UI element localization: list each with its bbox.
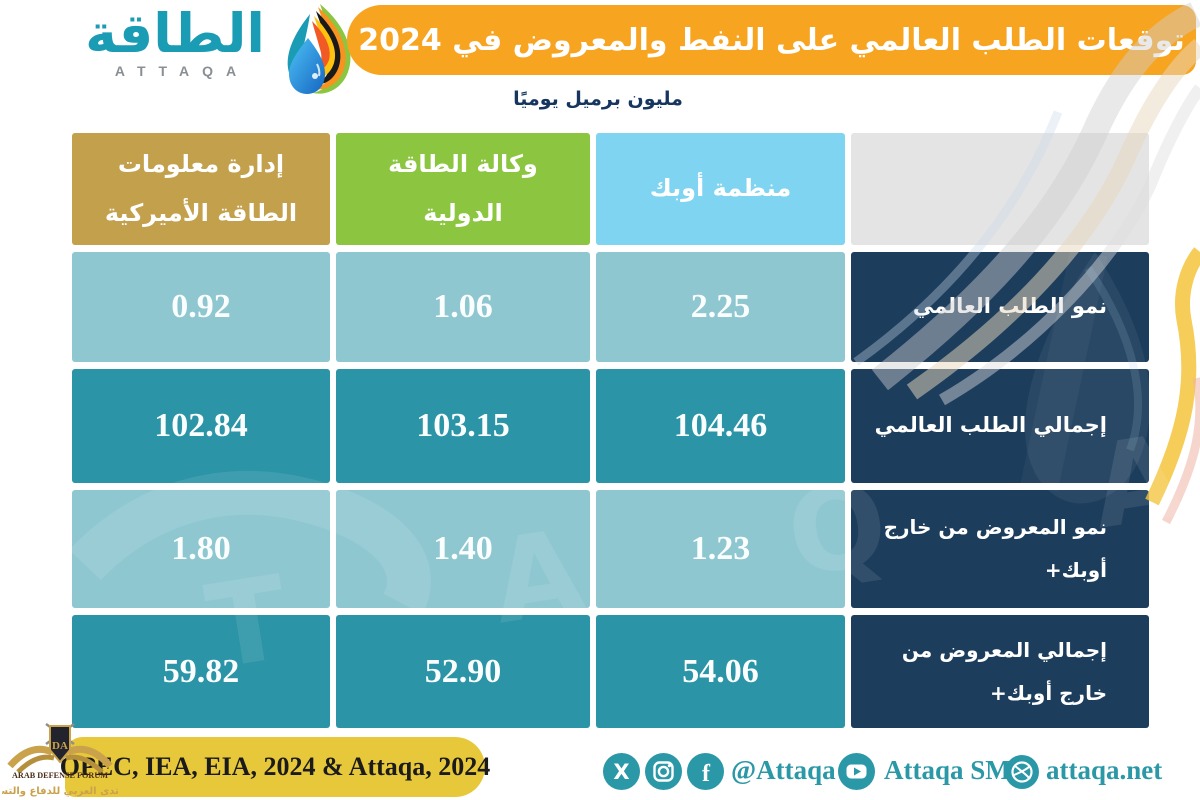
attaqa-flame-icon bbox=[287, 4, 351, 94]
social-handle-label[interactable]: @Attaqa bbox=[731, 755, 836, 785]
row-label-total-demand: إجمالي الطلب العالمي bbox=[851, 369, 1149, 483]
table-cell-opec-demand-growth: 2.25 bbox=[596, 252, 845, 362]
table-cell-opec-total-demand: 104.46 bbox=[596, 369, 845, 483]
column-header-opec: منظمة أوبك bbox=[596, 133, 845, 245]
svg-text:X: X bbox=[613, 760, 629, 784]
table-cell-eia-total-demand: 102.84 bbox=[72, 369, 330, 483]
globe-website-icon[interactable] bbox=[1005, 755, 1039, 789]
column-header-empty bbox=[851, 133, 1149, 245]
x-twitter-icon[interactable]: X bbox=[603, 753, 640, 790]
row-label-supply-growth: نمو المعروض من خارج أوبك+ bbox=[851, 490, 1149, 608]
page-title: توقعات الطلب العالمي على النفط والمعروض … bbox=[358, 22, 1185, 58]
svg-text:المنتدى العربي للدفاع والتسليح: المنتدى العربي للدفاع والتسليح bbox=[2, 786, 118, 797]
attaqa-logo-latin: ATTAQA bbox=[114, 63, 250, 79]
table-cell-opec-total-supply: 54.06 bbox=[596, 615, 845, 728]
table-cell-eia-total-supply: 59.82 bbox=[72, 615, 330, 728]
table-cell-iea-total-supply: 52.90 bbox=[336, 615, 590, 728]
row-label-total-supply: إجمالي المعروض من خارج أوبك+ bbox=[851, 615, 1149, 728]
svg-text:DA: DA bbox=[52, 740, 68, 752]
svg-text:f: f bbox=[702, 761, 711, 787]
website-label[interactable]: attaqa.net bbox=[1046, 755, 1163, 785]
table-cell-iea-supply-growth: 1.40 bbox=[336, 490, 590, 608]
forecast-table: إدارة معلومات الطاقة الأميركية وكالة الط… bbox=[72, 133, 1149, 728]
arab-defense-forum-emblem: DA ARAB DEFENSE FORUM المنتدى العربي للد… bbox=[2, 722, 118, 797]
svg-text:ARAB DEFENSE FORUM: ARAB DEFENSE FORUM bbox=[12, 771, 108, 780]
column-header-eia: إدارة معلومات الطاقة الأميركية bbox=[72, 133, 330, 245]
row-label-demand-growth: نمو الطلب العالمي bbox=[851, 252, 1149, 362]
table-cell-eia-demand-growth: 0.92 bbox=[72, 252, 330, 362]
facebook-icon[interactable]: f bbox=[687, 753, 724, 790]
title-banner: توقعات الطلب العالمي على النفط والمعروض … bbox=[347, 5, 1196, 75]
youtube-icon[interactable] bbox=[838, 753, 875, 790]
youtube-channel-label[interactable]: Attaqa SM bbox=[884, 755, 1011, 785]
table-cell-opec-supply-growth: 1.23 bbox=[596, 490, 845, 608]
table-cell-iea-demand-growth: 1.06 bbox=[336, 252, 590, 362]
unit-subtitle: مليون برميل يوميًا bbox=[513, 88, 683, 110]
table-cell-iea-total-demand: 103.15 bbox=[336, 369, 590, 483]
instagram-icon[interactable] bbox=[645, 753, 682, 790]
source-box: OPEC, IEA, EIA, 2024 & Attaqa, 2024 bbox=[60, 737, 490, 797]
attaqa-logo-arabic: الطاقة bbox=[85, 2, 265, 65]
table-cell-eia-supply-growth: 1.80 bbox=[72, 490, 330, 608]
source-text: OPEC, IEA, EIA, 2024 & Attaqa, 2024 bbox=[59, 752, 491, 781]
column-header-iea: وكالة الطاقة الدولية bbox=[336, 133, 590, 245]
